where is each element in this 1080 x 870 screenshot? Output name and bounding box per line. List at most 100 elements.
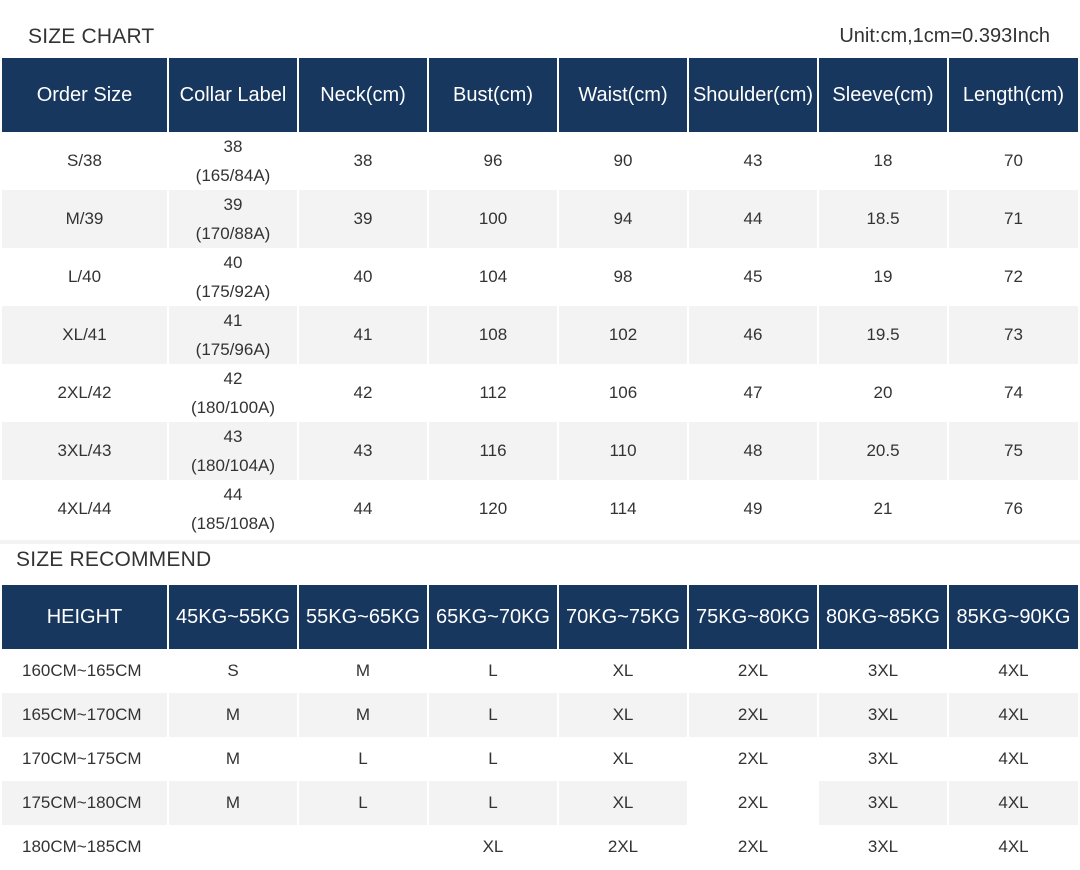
size-chart-title: SIZE CHART [28, 25, 155, 48]
cell-size: 2XL [689, 693, 817, 737]
collar-body-size: (175/96A) [195, 340, 271, 359]
cell-order: XL/41 [2, 306, 167, 364]
header-weight-65-70: 65KG~70KG [429, 585, 557, 649]
cell-neck: 38 [353, 151, 373, 170]
cell-bust: 96 [483, 151, 503, 170]
cell-collar: 42 (180/100A) [169, 364, 297, 422]
recommend-row: 160CM~165CM S M L XL 2XL 3XL 4XL [2, 649, 1078, 693]
cell-waist: 102 [559, 306, 687, 364]
cell-size: 2XL [607, 837, 639, 856]
cell-length: 76 [1004, 499, 1023, 518]
size-chart-row: 4XL/44 44 (185/108A) 44 120 114 49 21 76 [2, 480, 1078, 538]
cell-waist: 94 [559, 190, 687, 248]
cell-size: M [169, 693, 297, 737]
size-recommend-table: HEIGHT 45KG~55KG 55KG~65KG 65KG~70KG 70K… [0, 585, 1080, 869]
cell-collar: 39 (170/88A) [169, 190, 297, 248]
cell-order: 3XL/43 [2, 422, 167, 480]
cell-height: 160CM~165CM [22, 661, 142, 680]
header-weight-80-85: 80KG~85KG [819, 585, 947, 649]
cell-size: XL [612, 661, 634, 680]
collar-body-size: (180/100A) [190, 398, 276, 417]
cell-size: 4XL [949, 693, 1078, 737]
size-chart-table: Order Size Collar Label Neck(cm) Bust(cm… [0, 58, 1080, 538]
cell-size: 4XL [998, 661, 1029, 680]
cell-size: S [227, 661, 239, 680]
cell-order: 2XL/42 [57, 383, 112, 402]
cell-bust: 116 [429, 422, 557, 480]
recommend-header-row: HEIGHT 45KG~55KG 55KG~65KG 65KG~70KG 70K… [2, 585, 1078, 649]
cell-size: L [488, 661, 498, 680]
cell-collar: 43 (180/104A) [169, 422, 297, 480]
cell-size: M [355, 661, 371, 680]
cell-shoulder: 46 [689, 306, 817, 364]
cell-order: S/38 [67, 151, 102, 170]
cell-size: L [358, 749, 368, 768]
cell-sleeve: 18.5 [819, 190, 947, 248]
cell-shoulder: 44 [689, 190, 817, 248]
cell-size: L [429, 781, 557, 825]
collar-size: 38 [223, 137, 243, 156]
cell-neck: 39 [299, 190, 427, 248]
header-shoulder: Shoulder(cm) [689, 58, 817, 132]
cell-length: 70 [1004, 151, 1023, 170]
cell-bust: 112 [479, 383, 507, 402]
cell-sleeve: 19 [873, 267, 893, 286]
collar-body-size: (165/84A) [195, 166, 271, 185]
cell-bust: 120 [478, 499, 508, 518]
cell-sleeve: 21 [873, 499, 893, 518]
cell-waist: 90 [613, 151, 633, 170]
recommend-row: 180CM~185CM XL 2XL 2XL 3XL 4XL [2, 825, 1078, 869]
cell-sleeve: 20.5 [819, 422, 947, 480]
cell-size: XL [482, 837, 504, 856]
cell-height: 180CM~185CM [22, 837, 142, 856]
size-chart-row: 2XL/42 42 (180/100A) 42 112 106 47 20 74 [2, 364, 1078, 422]
cell-size: L [299, 781, 427, 825]
cell-shoulder: 45 [743, 267, 763, 286]
cell-height: 165CM~170CM [2, 693, 167, 737]
size-chart-row: XL/41 41 (175/96A) 41 108 102 46 19.5 73 [2, 306, 1078, 364]
size-chart-header-row: Order Size Collar Label Neck(cm) Bust(cm… [2, 58, 1078, 132]
collar-size: 40 [223, 253, 243, 272]
size-chart-row: M/39 39 (170/88A) 39 100 94 44 18.5 71 [2, 190, 1078, 248]
collar-body-size: (185/108A) [190, 514, 276, 533]
collar-size: 43 [223, 427, 243, 446]
size-chart-row: 3XL/43 43 (180/104A) 43 116 110 48 20.5 75 [2, 422, 1078, 480]
recommend-row: 175CM~180CM M L L XL 2XL 3XL 4XL [2, 781, 1078, 825]
size-recommend-title: SIZE RECOMMEND [16, 548, 212, 571]
cell-height: 170CM~175CM [22, 749, 142, 768]
cell-shoulder: 47 [743, 383, 763, 402]
cell-waist: 114 [609, 499, 637, 518]
header-neck: Neck(cm) [299, 58, 427, 132]
header-bust: Bust(cm) [429, 58, 557, 132]
cell-neck: 43 [299, 422, 427, 480]
header-weight-85-90: 85KG~90KG [949, 585, 1078, 649]
cell-collar: 41 (175/96A) [169, 306, 297, 364]
cell-length: 73 [949, 306, 1078, 364]
header-sleeve: Sleeve(cm) [819, 58, 947, 132]
cell-bust: 108 [429, 306, 557, 364]
cell-size: XL [612, 749, 634, 768]
cell-size: 3XL [867, 837, 899, 856]
cell-size: 4XL [998, 837, 1029, 856]
header-weight-70-75: 70KG~75KG [559, 585, 687, 649]
header-order-size: Order Size [2, 58, 167, 132]
cell-sleeve: 18 [873, 151, 893, 170]
cell-neck: 42 [353, 383, 373, 402]
cell-length: 74 [1004, 383, 1023, 402]
cell-size: 2XL [689, 781, 817, 825]
cell-size: 3XL [867, 661, 899, 680]
size-chart-row: L/40 40 (175/92A) 40 104 98 45 19 72 [2, 248, 1078, 306]
cell-order: M/39 [2, 190, 167, 248]
cell-collar: 40 (175/92A) [169, 248, 297, 306]
size-chart-row: S/38 38 (165/84A) 38 96 90 43 18 70 [2, 132, 1078, 190]
cell-size: L [488, 749, 498, 768]
cell-length: 72 [1004, 267, 1023, 286]
header-weight-55-65: 55KG~65KG [299, 585, 427, 649]
collar-body-size: (180/104A) [190, 456, 276, 475]
cell-waist: 106 [608, 383, 638, 402]
unit-note: Unit:cm,1cm=0.393Inch [839, 25, 1050, 47]
cell-size: 4XL [949, 781, 1078, 825]
cell-collar: 44 (185/108A) [169, 480, 297, 538]
cell-size [299, 825, 427, 869]
